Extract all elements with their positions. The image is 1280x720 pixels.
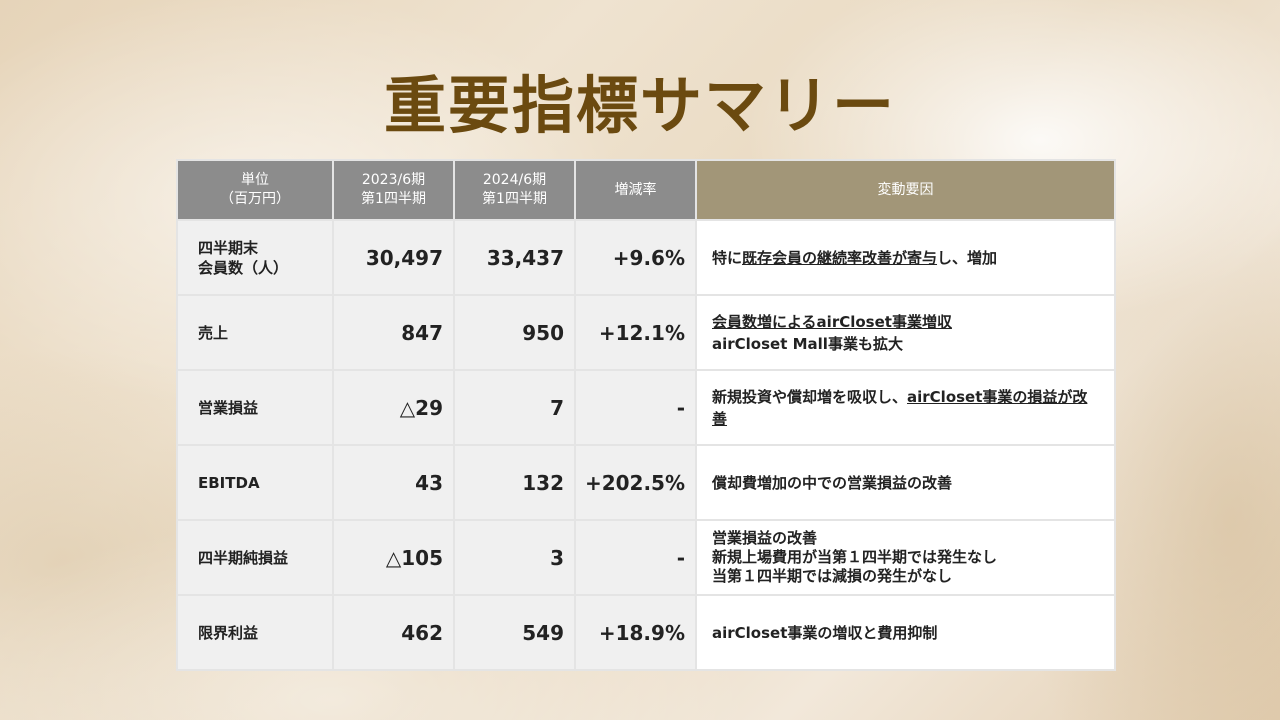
row-label: EBITDA [176,444,334,521]
table-row: EBITDA 43 132 +202.5% 償却費増加の中での営業損益の改善 [176,444,1116,521]
header-unit-line2: （百万円） [220,191,290,207]
factor-part: 特に [712,248,743,267]
curr-value: 950 [453,294,576,371]
curr-value: 132 [453,444,576,521]
header-prev-line2: 第1四半期 [361,191,426,207]
kpi-summary-table: 単位 （百万円） 2023/6期 第1四半期 2024/6期 第1四半期 増減率… [176,159,1116,671]
curr-value: 7 [453,369,576,446]
row-label: 四半期末 会員数（人） [176,219,334,296]
prev-value: △29 [332,369,455,446]
prev-value: 30,497 [332,219,455,296]
factor-line: 新規上場費用が当第１四半期では発生なし [712,548,998,566]
header-curr-period: 2024/6期 第1四半期 [453,159,576,221]
change-rate: +12.1% [574,294,697,371]
factor-text: 会員数増によるairCloset事業増収 airCloset Mall事業も拡大 [695,294,1116,371]
factor-part: 新規投資や償却増を吸収し、 [712,387,908,406]
factor-text: airCloset事業の増収と費用抑制 [695,594,1116,671]
factor-text: 償却費増加の中での営業損益の改善 [695,444,1116,521]
factor-text: 営業損益の改善 新規上場費用が当第１四半期では発生なし 当第１四半期では減損の発… [695,519,1116,596]
row-label: 四半期純損益 [176,519,334,596]
change-rate: - [574,369,697,446]
factor-underlined: airCloset事業の損益が改善 [712,387,1088,428]
header-curr-line1: 2024/6期 [482,172,547,188]
header-unit-line1: 単位 [241,172,269,188]
prev-value: △105 [332,519,455,596]
header-prev-line1: 2023/6期 [361,172,426,188]
factor-underlined: 会員数増によるairCloset事業増収 [712,312,952,331]
header-factor: 変動要因 [695,159,1116,221]
header-curr-line2: 第1四半期 [482,191,547,207]
table-row: 四半期純損益 △105 3 - 営業損益の改善 新規上場費用が当第１四半期では発… [176,519,1116,596]
curr-value: 549 [453,594,576,671]
factor-part: し、増加 [937,248,998,267]
header-prev-period: 2023/6期 第1四半期 [332,159,455,221]
row-label-line2: 会員数（人） [198,258,289,277]
row-label: 売上 [176,294,334,371]
prev-value: 462 [332,594,455,671]
header-change-rate: 増減率 [574,159,697,221]
table-header-row: 単位 （百万円） 2023/6期 第1四半期 2024/6期 第1四半期 増減率… [176,159,1116,221]
factor-text: 新規投資や償却増を吸収し、airCloset事業の損益が改善 [695,369,1116,446]
table-row: 限界利益 462 549 +18.9% airCloset事業の増収と費用抑制 [176,594,1116,671]
curr-value: 3 [453,519,576,596]
table-row: 四半期末 会員数（人） 30,497 33,437 +9.6% 特に既存会員の継… [176,219,1116,296]
table-row: 営業損益 △29 7 - 新規投資や償却増を吸収し、airCloset事業の損益… [176,369,1116,446]
factor-line: airCloset Mall事業も拡大 [712,334,903,353]
row-label: 営業損益 [176,369,334,446]
page-title: 重要指標サマリー [383,69,896,142]
prev-value: 43 [332,444,455,521]
curr-value: 33,437 [453,219,576,296]
change-rate: +9.6% [574,219,697,296]
change-rate: +18.9% [574,594,697,671]
factor-text: 特に既存会員の継続率改善が寄与し、増加 [695,219,1116,296]
factor-line: 当第１四半期では減損の発生がなし [712,567,953,585]
factor-underlined: 既存会員の継続率改善が寄与 [742,248,938,267]
row-label: 限界利益 [176,594,334,671]
change-rate: +202.5% [574,444,697,521]
row-label-line1: 四半期末 [198,238,259,257]
change-rate: - [574,519,697,596]
prev-value: 847 [332,294,455,371]
header-unit: 単位 （百万円） [176,159,334,221]
factor-line: 営業損益の改善 [712,529,818,547]
table-row: 売上 847 950 +12.1% 会員数増によるairCloset事業増収 a… [176,294,1116,371]
